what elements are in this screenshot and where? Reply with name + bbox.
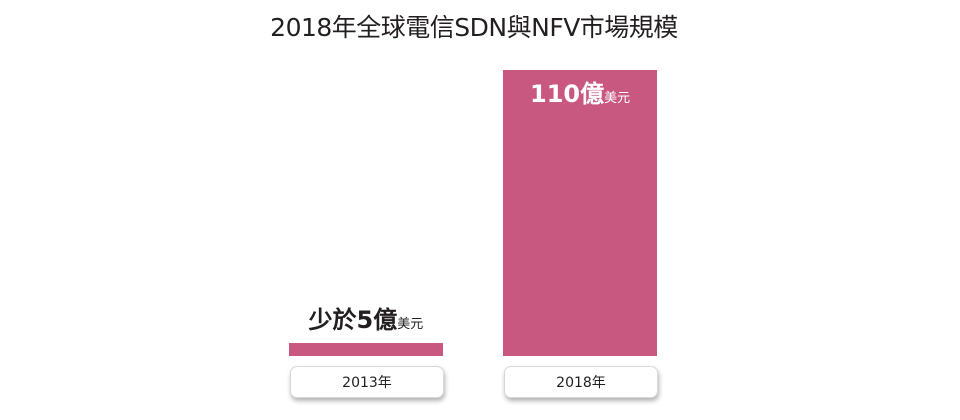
data-label-unit: 億: [580, 80, 605, 108]
category-label-1: 2018年: [504, 366, 658, 398]
bar-1: [503, 70, 657, 356]
data-label-1: 110億美元: [530, 82, 630, 106]
data-label-0: 少於5億美元: [309, 308, 424, 332]
data-label-unit-sub: 美元: [397, 317, 424, 332]
data-label-number: 5: [356, 306, 374, 334]
chart-title: 2018年全球電信SDN與NFV市場規模: [270, 13, 678, 42]
data-label-unit: 億: [373, 306, 398, 334]
data-label-prefix: 少於: [308, 306, 357, 334]
category-label-0: 2013年: [290, 366, 444, 398]
data-label-number: 110: [530, 80, 581, 108]
data-label-unit-sub: 美元: [604, 91, 631, 106]
bar-0: [289, 343, 443, 356]
